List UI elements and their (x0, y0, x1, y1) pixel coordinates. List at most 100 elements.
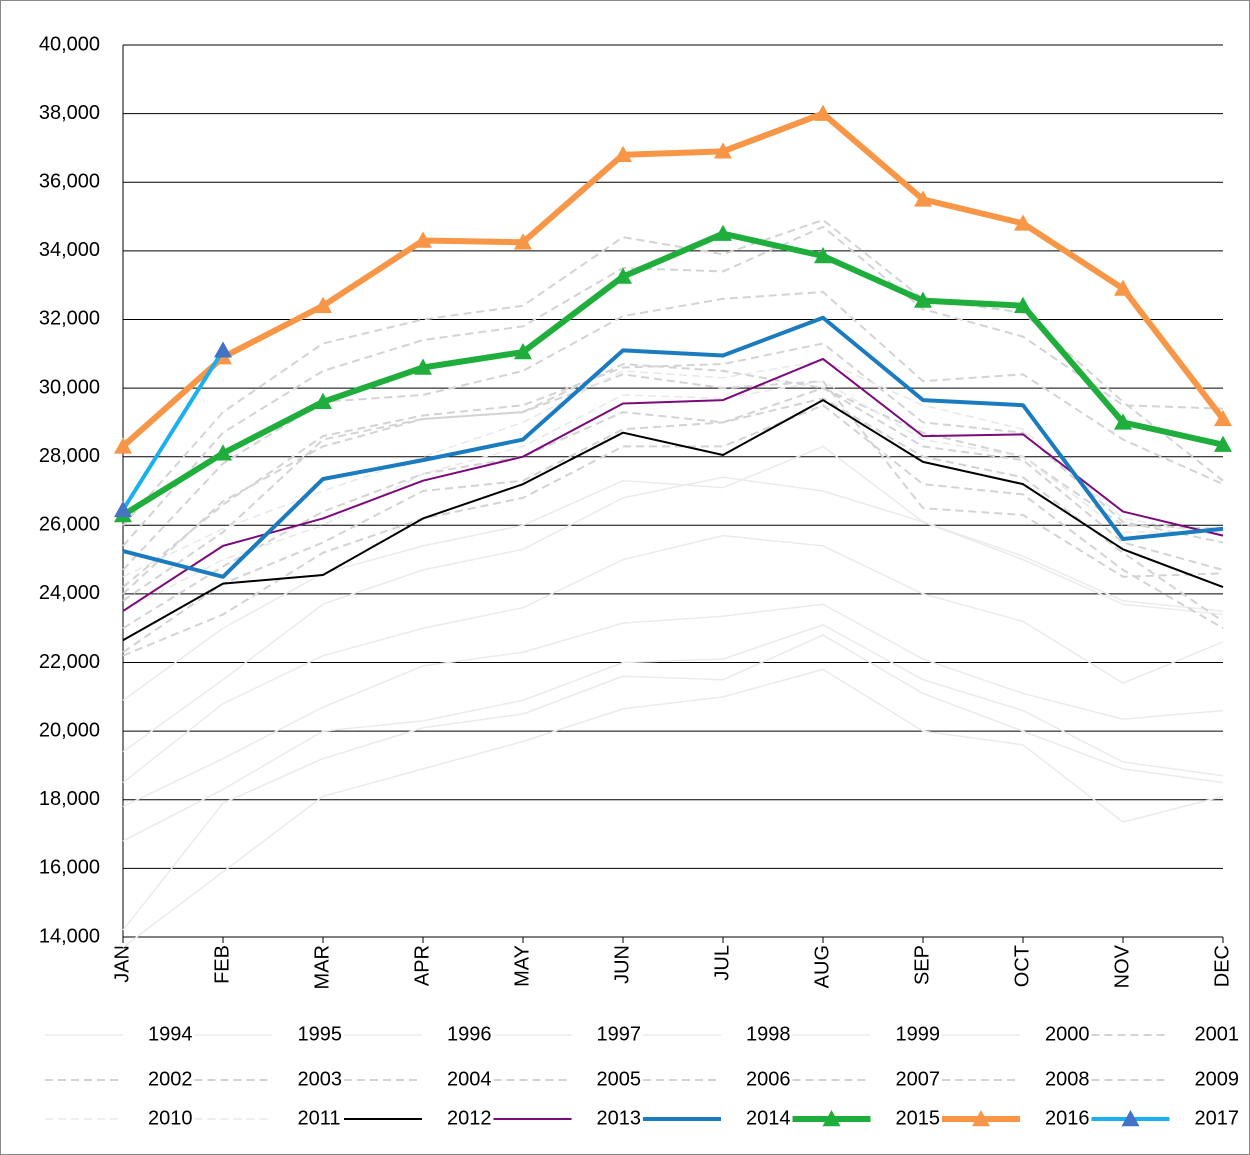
series-marker (1114, 279, 1132, 296)
legend-label: 2016 (1045, 1107, 1090, 1129)
series-line (122, 399, 1224, 642)
x-tick-label: SEP (911, 945, 933, 985)
y-tick-label: 24,000 (39, 582, 100, 604)
series-line (122, 476, 1224, 753)
series-line (122, 315, 1224, 579)
legend-label: 2007 (896, 1068, 941, 1090)
y-tick-label: 36,000 (39, 171, 100, 193)
series-line (122, 668, 1224, 948)
legend-marker (1121, 1110, 1140, 1127)
legend-label: 2004 (447, 1068, 492, 1090)
legend-label: 2008 (1045, 1068, 1090, 1090)
legend-label: 2017 (1195, 1107, 1240, 1129)
series-marker (1214, 409, 1232, 427)
series-marker (914, 291, 932, 308)
legend-label: 1996 (447, 1023, 492, 1045)
series-marker (614, 145, 632, 162)
y-tick-label: 32,000 (39, 308, 100, 330)
y-tick-label: 16,000 (39, 857, 100, 879)
series-line (122, 380, 1223, 612)
series-marker (214, 444, 232, 461)
y-tick-label: 38,000 (39, 102, 100, 124)
legend-label: 1994 (148, 1023, 193, 1045)
series-marker (314, 296, 332, 313)
series-marker (1014, 214, 1032, 231)
legend-label: 1995 (298, 1023, 343, 1045)
series-marker (114, 500, 132, 518)
y-tick-label: 14,000 (39, 925, 100, 947)
series-line (122, 225, 1224, 547)
legend-marker (822, 1110, 841, 1127)
series-line (121, 110, 1226, 449)
y-tick-label: 22,000 (39, 651, 100, 673)
series-line (121, 230, 1224, 518)
series-marker (714, 142, 732, 159)
legend-label: 2005 (597, 1068, 642, 1090)
series-line (121, 349, 225, 511)
legend-label: 2000 (1045, 1023, 1090, 1045)
y-tick-label: 20,000 (39, 719, 100, 741)
x-tick-label: DEC (1211, 945, 1233, 987)
series-line (122, 373, 1224, 602)
series-marker (1014, 296, 1032, 313)
series-marker (514, 233, 532, 250)
series-line (122, 387, 1224, 630)
legend-label: 2012 (447, 1107, 492, 1129)
legend-label: 1999 (896, 1023, 941, 1045)
legend-label: 2006 (746, 1068, 791, 1090)
x-tick-label: OCT (1011, 945, 1033, 987)
legend-label: 2009 (1195, 1068, 1240, 1090)
series-line (122, 534, 1224, 784)
legend-label: 1997 (597, 1023, 642, 1045)
x-tick-label: MAY (511, 945, 533, 987)
x-tick-label: FEB (211, 945, 233, 984)
x-tick-label: JAN (111, 945, 133, 983)
series-line (122, 357, 1224, 612)
series-marker (214, 341, 232, 358)
y-tick-label: 28,000 (39, 445, 100, 467)
legend-label: 2011 (298, 1107, 341, 1129)
legend-label: 1998 (746, 1023, 791, 1045)
series-marker (1214, 435, 1232, 452)
y-tick-label: 40,000 (39, 33, 100, 55)
legend-label: 2010 (148, 1107, 193, 1129)
x-tick-label: NOV (1111, 944, 1133, 988)
series-marker (714, 224, 732, 241)
series-line (122, 291, 1224, 571)
x-tick-label: JUL (711, 945, 733, 981)
x-tick-label: JUN (611, 945, 633, 984)
series-line (122, 634, 1224, 931)
series-marker (414, 231, 432, 248)
y-tick-label: 30,000 (39, 376, 100, 398)
x-tick-label: AUG (811, 945, 833, 988)
series-marker (314, 392, 332, 409)
legend-label: 2001 (1195, 1023, 1240, 1045)
legend-label: 2015 (896, 1107, 941, 1129)
legend-marker (972, 1110, 990, 1127)
legend-label: 2003 (298, 1068, 343, 1090)
series-line (122, 397, 1224, 654)
series-marker (814, 104, 832, 121)
series-marker (814, 246, 832, 264)
y-tick-label: 18,000 (39, 788, 100, 810)
legend-label: 2002 (148, 1068, 193, 1090)
legend-label: 2013 (597, 1107, 642, 1129)
series-line (122, 363, 1224, 595)
x-tick-label: MAR (311, 945, 333, 989)
series-marker (414, 358, 432, 375)
y-tick-label: 34,000 (39, 239, 100, 261)
series-marker (614, 267, 632, 284)
series-line (122, 624, 1224, 842)
series-line (122, 445, 1224, 701)
series-marker (514, 343, 532, 360)
series-marker (1114, 413, 1132, 430)
legend-label: 2014 (746, 1107, 791, 1129)
series-line (122, 603, 1224, 808)
y-tick-label: 26,000 (39, 514, 100, 536)
series-marker (914, 190, 932, 207)
series-marker (114, 437, 132, 454)
x-tick-label: APR (411, 945, 433, 986)
series-line (122, 404, 1224, 657)
